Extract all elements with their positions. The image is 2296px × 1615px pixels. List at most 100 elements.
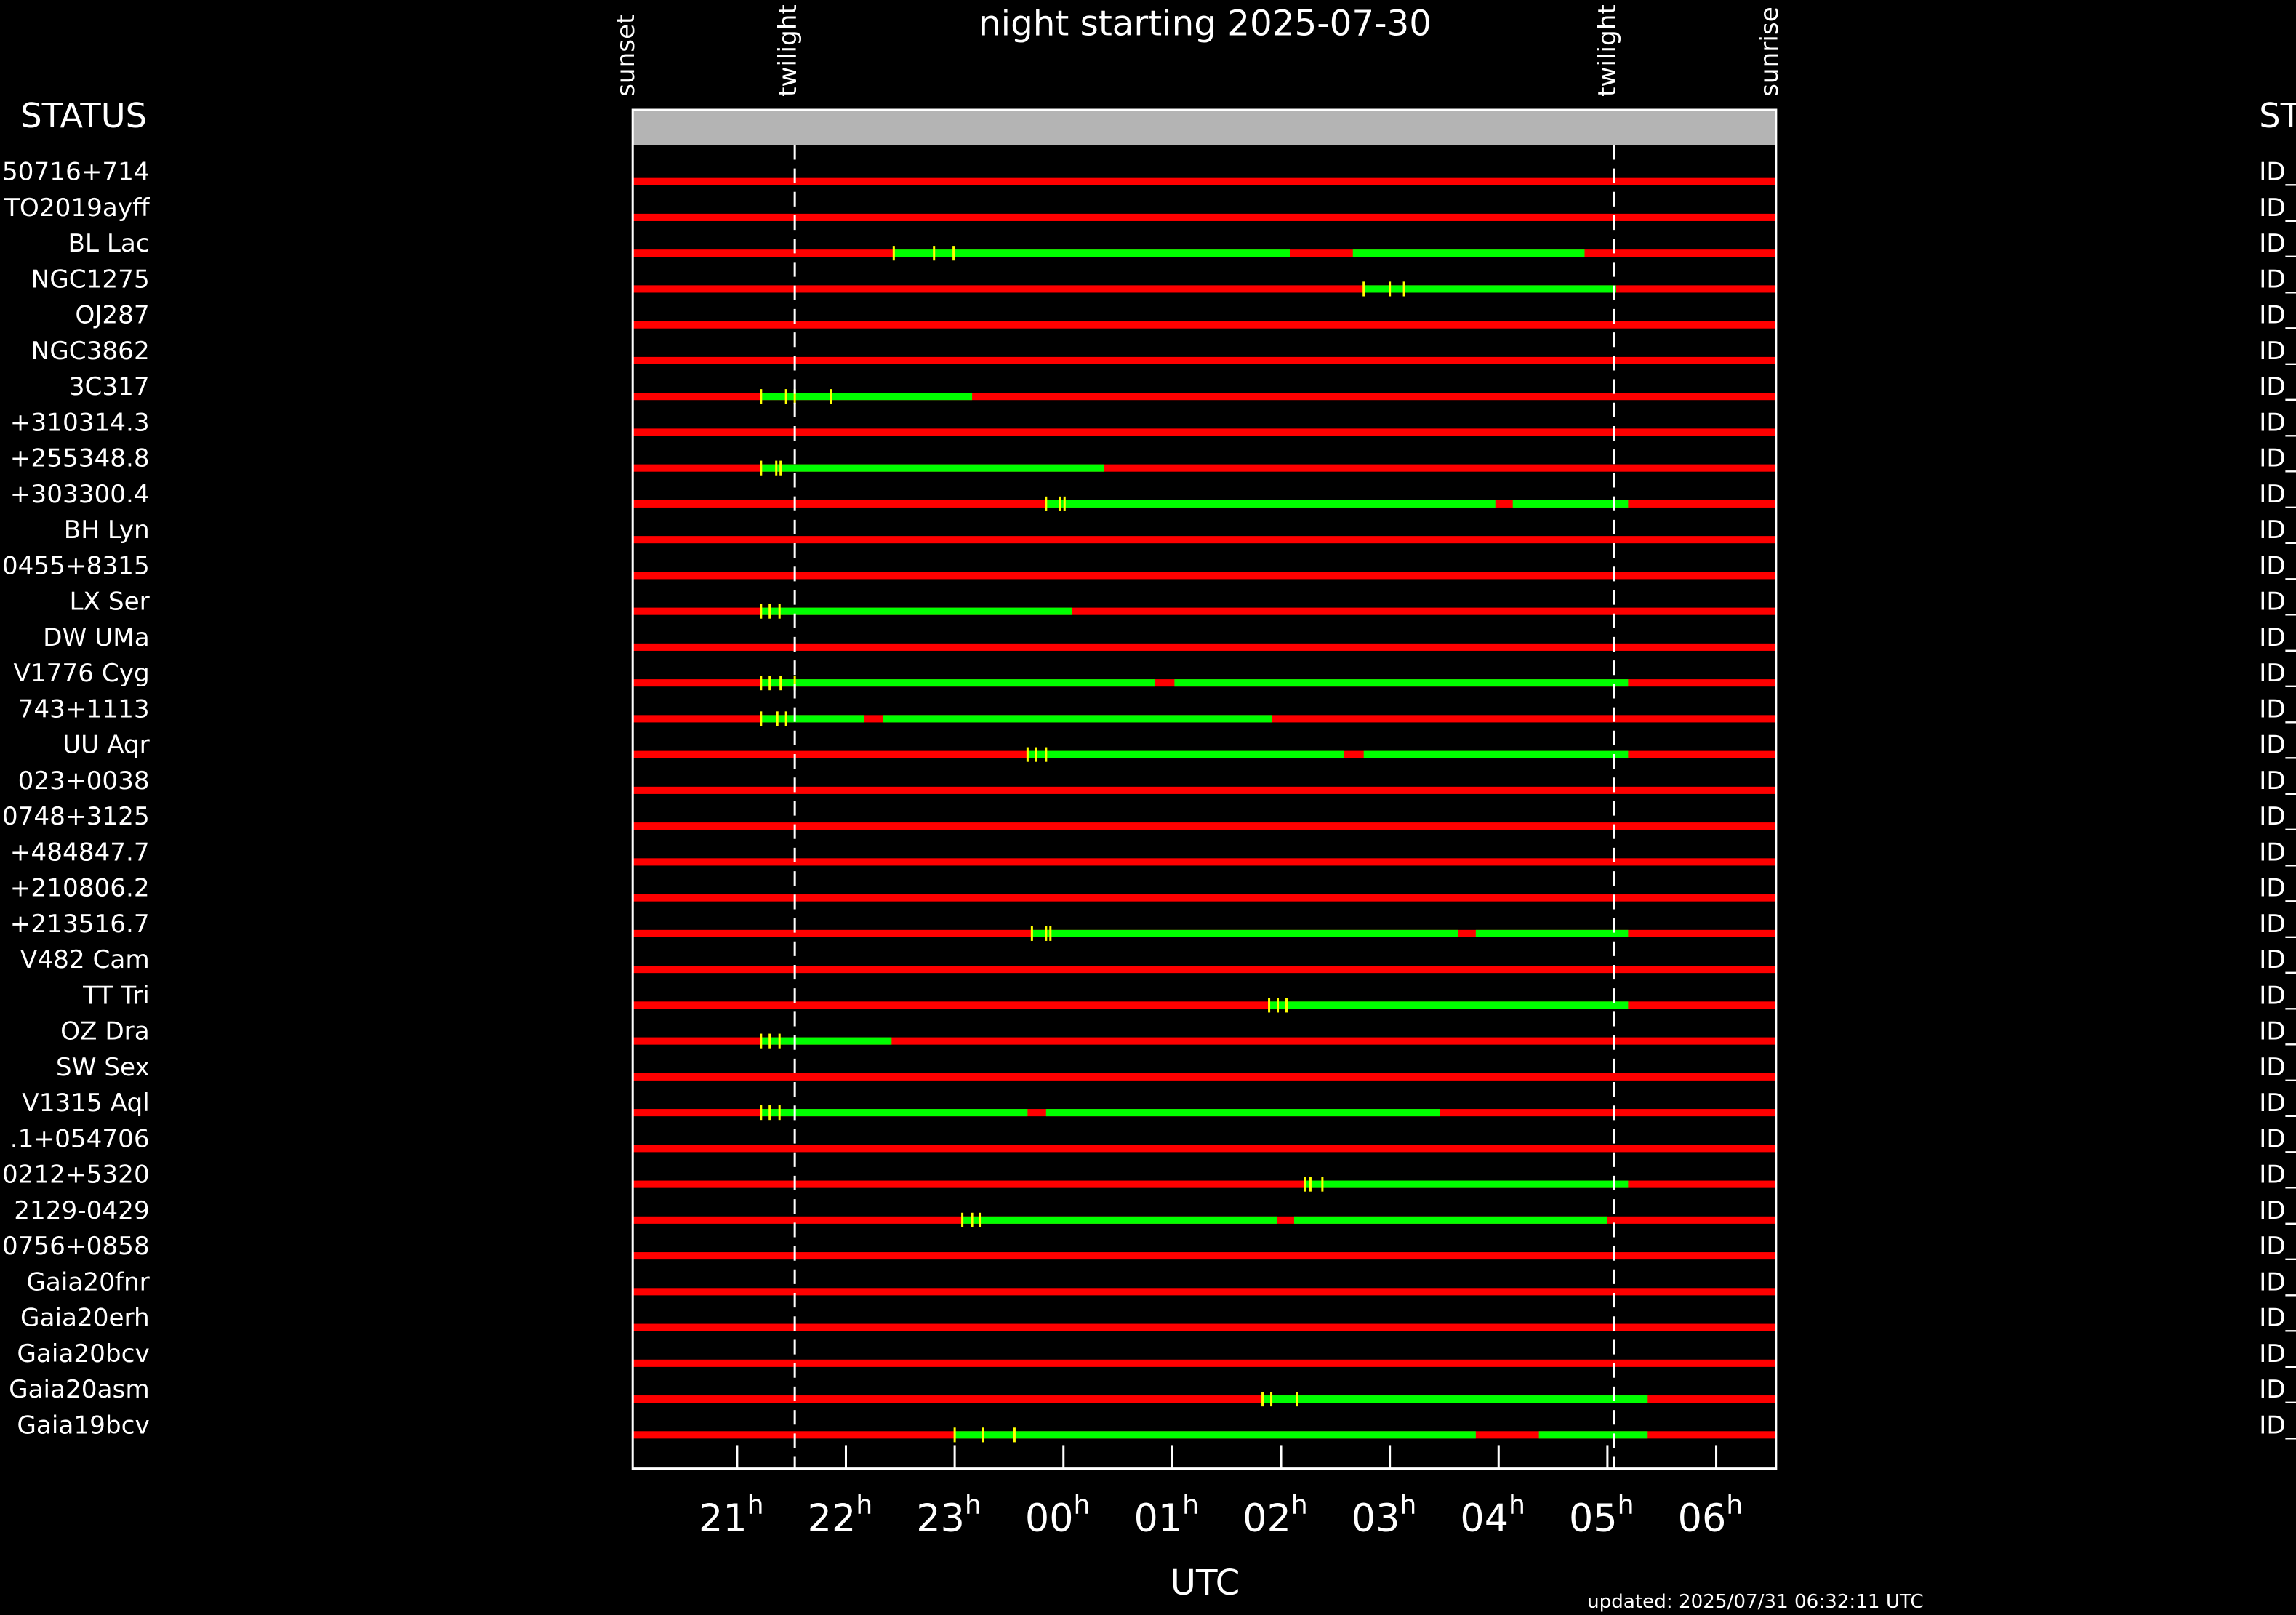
row-label: 023+0038 [18,766,150,796]
observable-window [760,1037,892,1045]
x-tick-label: 01h [1134,1489,1200,1541]
row-id: ID_ [2259,910,2296,939]
unavailable-line [633,607,1776,615]
row-id: ID_ [2259,981,2296,1010]
unavailable-line [633,572,1776,580]
x-tick-unit: h [856,1489,872,1520]
row-label: BL Lac [68,229,149,258]
row-label: +303300.4 [10,480,150,509]
x-tick-unit: h [747,1489,764,1520]
row-id: ID_ [2259,1089,2296,1118]
row-id: ID_ [2259,229,2296,258]
row-id: ID_ [2259,1161,2296,1190]
row-label: LX Ser [69,588,150,617]
row-label: .1+054706 [10,1124,150,1153]
unavailable-line [633,1323,1776,1331]
row-id: ID_ [2259,408,2296,437]
row-label: NGC1275 [31,265,150,294]
observable-window [1363,750,1629,758]
unavailable-line [633,1037,1776,1045]
unavailable-line [633,536,1776,544]
observable-window [1293,1216,1607,1224]
unavailable-line [633,321,1776,329]
row-label: UU Aqr [63,731,150,760]
row-label: TO2019ayff [4,193,150,223]
unavailable-line [633,177,1776,185]
unavailable-line [633,894,1776,902]
x-tick-number: 22 [808,1496,856,1541]
row-id: ID_ [2259,1017,2296,1046]
x-tick-label: 22h [808,1489,873,1541]
observable-window [1363,285,1616,293]
x-tick-number: 04 [1460,1496,1509,1541]
updated-note: updated: 2025/07/31 06:32:11 UTC [1587,1591,1924,1613]
row-id: ID_ [2259,766,2296,796]
unavailable-line [633,285,1776,293]
row-label: 3C317 [69,372,150,401]
row-label: BH Lyn [64,516,150,545]
observable-window [894,249,1290,257]
row-id: ID_ [2259,1267,2296,1297]
row-label: Gaia20bcv [17,1339,149,1368]
unavailable-line [633,643,1776,651]
unavailable-line [633,858,1776,866]
observable-window [760,679,1155,687]
row-label: +210806.2 [10,874,150,903]
row-label: NGC3862 [31,337,150,366]
row-label: Gaia20asm [9,1375,150,1404]
observable-window [1352,249,1585,257]
x-tick-label: 06h [1678,1489,1743,1541]
row-label: Gaia20erh [20,1304,150,1333]
unavailable-line [633,213,1776,221]
row-id: ID_ [2259,372,2296,401]
row-id: ID_ [2259,337,2296,366]
row-label: V1315 Aql [22,1089,149,1118]
row-id: ID_ [2259,874,2296,903]
observable-window [1174,679,1629,687]
x-axis-label: UTC [1171,1563,1240,1603]
row-id: ID_ [2259,588,2296,617]
observable-window [760,464,1104,472]
row-id: ID_ [2259,659,2296,688]
unavailable-line [633,1359,1776,1367]
plot-frame [631,108,1778,1470]
row-label: 0212+5320 [2,1161,150,1190]
x-tick-number: 00 [1025,1496,1074,1541]
event-label: sunrise [1755,7,1784,97]
row-id: ID_ [2259,516,2296,545]
row-label: DW UMa [43,623,150,652]
status-header: STATUS [20,96,147,135]
x-tick-unit: h [1618,1489,1634,1520]
observable-window [1512,500,1629,508]
x-tick-unit: h [1509,1489,1525,1520]
row-label: 50716+714 [2,158,150,187]
x-tick-label: 04h [1460,1489,1525,1541]
row-id: ID_ [2259,193,2296,223]
row-id: ID_ [2259,1196,2296,1225]
row-id: ID_ [2259,1411,2296,1440]
row-id: ID_ [2259,1339,2296,1368]
x-tick-unit: h [1074,1489,1091,1520]
unavailable-line [633,393,1776,401]
row-label: OJ287 [75,301,149,330]
observable-window [1262,1395,1648,1403]
observable-window [760,715,864,723]
row-id: ID_ [2259,444,2296,473]
unavailable-line [633,428,1776,436]
row-id: ID_ [2259,480,2296,509]
unavailable-line [633,464,1776,472]
row-label: 0455+8315 [2,551,150,580]
row-id: ID_ [2259,802,2296,831]
x-tick-number: 05 [1569,1496,1618,1541]
row-label: 0748+3125 [2,802,150,831]
observable-window [962,1216,1277,1224]
row-label: +310314.3 [10,408,150,437]
row-id: ID_ [2259,623,2296,652]
observable-window [1027,750,1344,758]
header-band [633,110,1776,145]
observable-window [1032,929,1458,937]
observable-window [1475,929,1629,937]
x-tick-unit: h [1400,1489,1416,1520]
row-id: ID_ [2259,1304,2296,1333]
